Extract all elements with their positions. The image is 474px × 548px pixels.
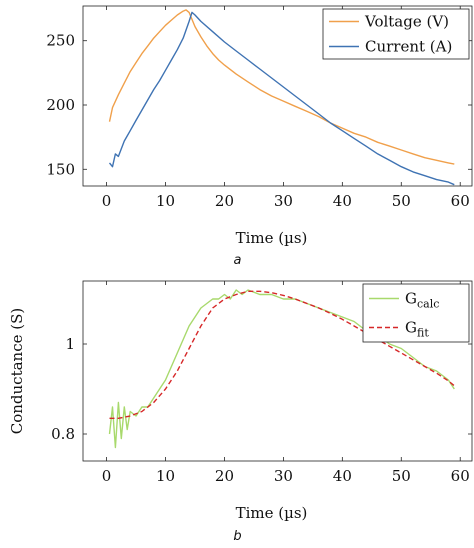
- legend-label: Current (A): [365, 38, 452, 56]
- x-tick-label: 60: [451, 467, 470, 485]
- chart-b: 0 10 20 30 40 50 60 0.8 1 Time (µs) Conductance (S…: [8, 280, 473, 544]
- y-tick-label: 150: [46, 160, 75, 178]
- chart-a: 0 10 20 30 40 50 60 150 200 250 Time (µs) a Voltage …: [46, 5, 473, 268]
- y-tick-label: 250: [46, 32, 75, 50]
- y-axis-label: Conductance (S): [8, 308, 26, 435]
- x-tick-label: 30: [274, 467, 293, 485]
- x-tick-label: 10: [156, 467, 175, 485]
- x-tick-label: 40: [333, 467, 352, 485]
- series-line-current-a-: [108, 11, 455, 186]
- x-tick-label: 60: [451, 192, 470, 210]
- y-tick-label: 200: [46, 96, 75, 114]
- x-tick-label: 20: [215, 192, 234, 210]
- x-tick-label: 30: [274, 192, 293, 210]
- x-tick-label: 0: [102, 192, 112, 210]
- legend-label: Voltage (V): [364, 13, 449, 31]
- series-line-fit: [109, 290, 455, 419]
- x-axis-label: Time (µs): [236, 504, 308, 522]
- series-line-voltage-v-: [108, 9, 455, 165]
- y-tick-label: 0.8: [51, 425, 75, 443]
- legend-box: [322, 8, 470, 60]
- x-tick-label: 40: [333, 192, 352, 210]
- x-tick-label: 50: [392, 192, 411, 210]
- y-tick-label: 1: [65, 335, 75, 353]
- x-tick-label: 10: [156, 192, 175, 210]
- figure-caption: a: [234, 253, 242, 268]
- x-axis-label: Time (µs): [236, 229, 308, 247]
- legend-label-subscript: fit: [417, 327, 429, 340]
- x-tick-label: 20: [215, 467, 234, 485]
- legend-box: [362, 283, 470, 343]
- plot-frame: [82, 5, 473, 187]
- plot-frame: [82, 280, 473, 462]
- legend-label-subscript: calc: [417, 298, 439, 311]
- x-tick-label: 0: [102, 467, 112, 485]
- figure-caption: b: [233, 529, 241, 544]
- legend: Voltage (V) Current (A): [322, 8, 470, 60]
- x-tick-label: 50: [392, 467, 411, 485]
